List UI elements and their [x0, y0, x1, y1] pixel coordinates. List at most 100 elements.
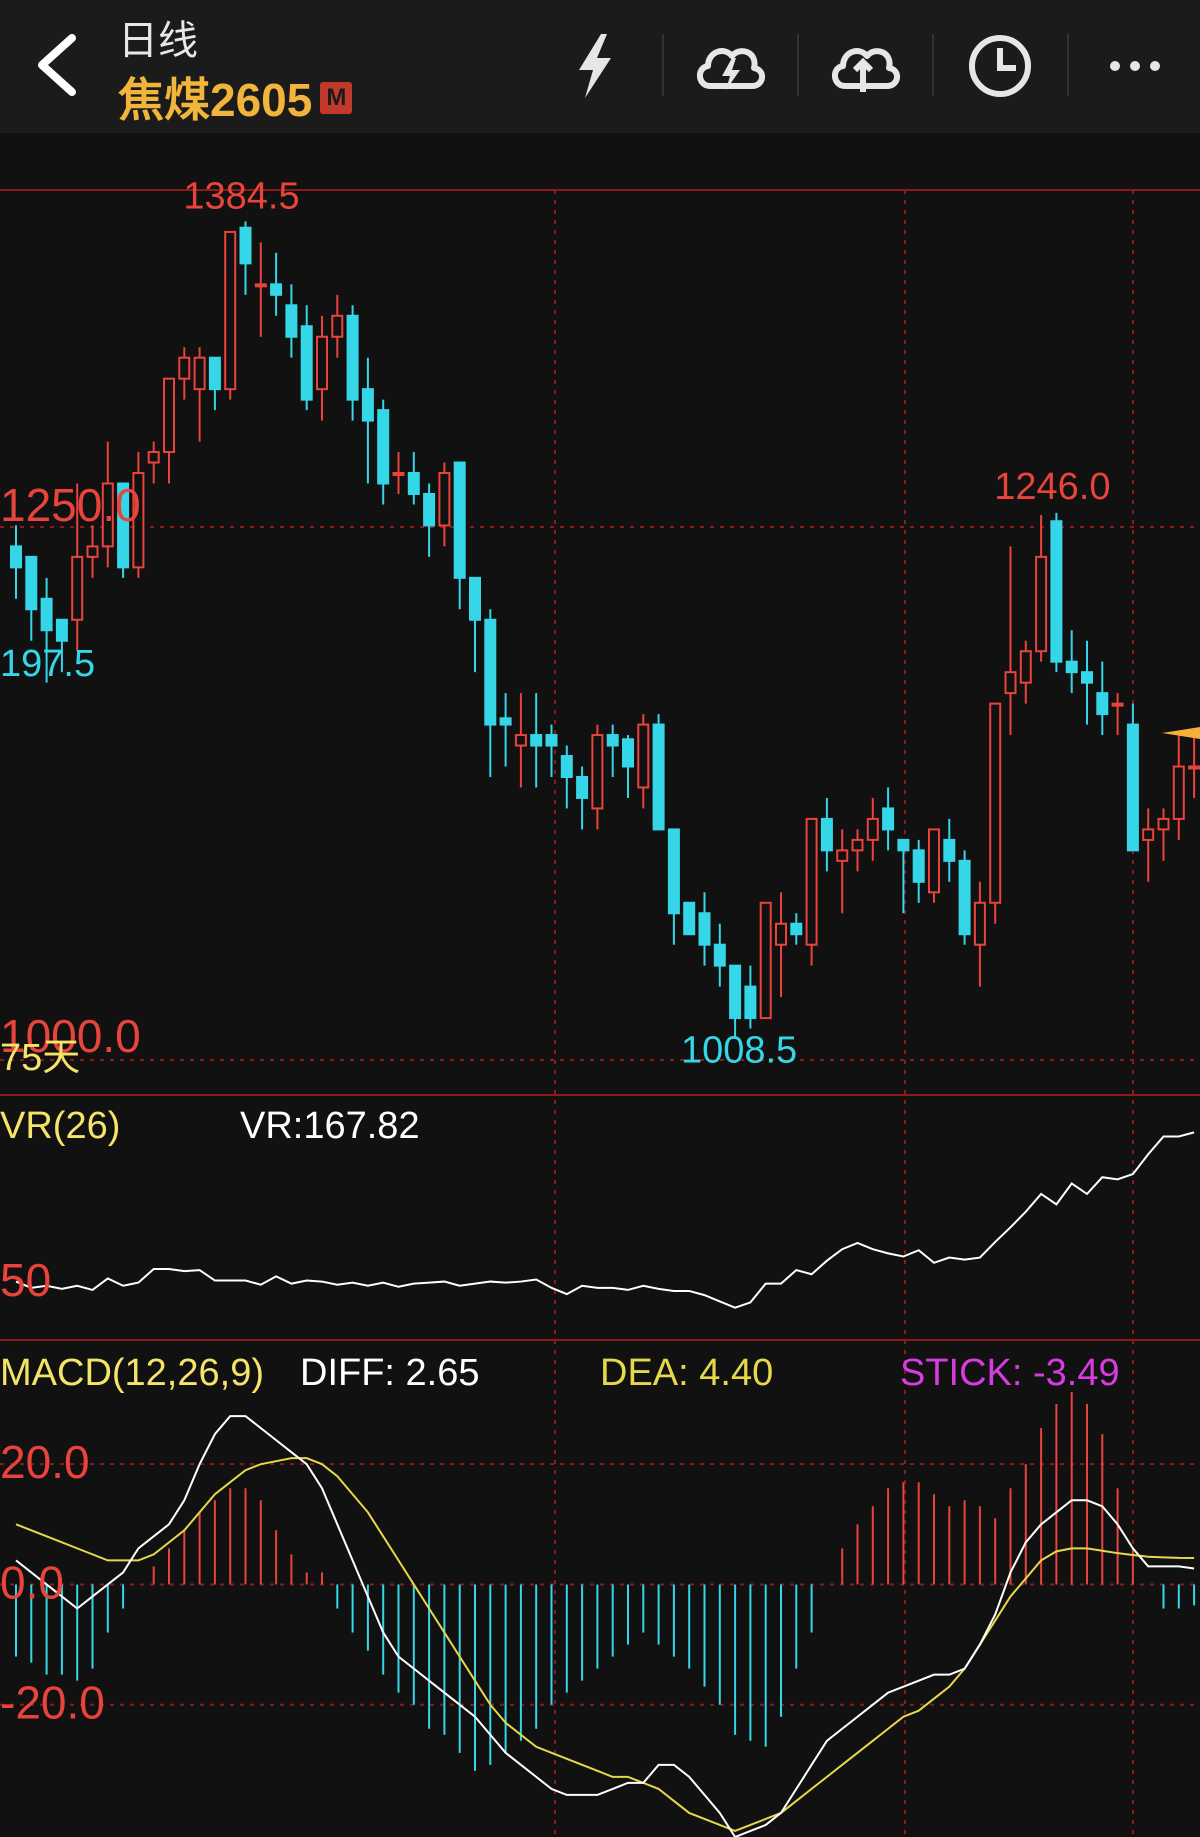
candle	[40, 597, 53, 632]
candle	[683, 901, 696, 936]
candle	[55, 618, 68, 642]
candle	[1188, 765, 1200, 770]
candle	[560, 755, 573, 778]
left-low-label: 197.5	[0, 643, 95, 685]
candle	[285, 304, 298, 338]
candle	[637, 723, 650, 789]
macd-y-tick-label: 20.0	[0, 1436, 90, 1488]
dea-line	[15, 1457, 1195, 1833]
candle	[254, 283, 267, 288]
lightning-icon[interactable]	[555, 28, 635, 104]
toolbar-divider	[662, 34, 664, 96]
candle	[606, 734, 619, 747]
high-price-label: 1384.5	[183, 175, 299, 217]
candle	[1081, 671, 1093, 684]
macd-y-tick-label: 0.0	[0, 1556, 64, 1608]
candle	[469, 576, 481, 621]
candle	[1096, 692, 1109, 716]
candle	[1050, 520, 1063, 663]
candle	[239, 226, 252, 265]
macd-diff-label: DIFF: 2.65	[300, 1352, 480, 1394]
candle	[775, 922, 787, 946]
candle	[652, 723, 665, 831]
candle	[377, 409, 390, 485]
y-tick-label: 1000.0	[0, 1010, 141, 1062]
candle	[667, 828, 680, 915]
candle	[1157, 817, 1170, 831]
candle	[820, 817, 833, 852]
candle	[407, 472, 420, 495]
candle	[1111, 702, 1124, 707]
candle	[86, 545, 99, 558]
vr-title: VR(26)	[0, 1105, 120, 1147]
candle	[943, 838, 956, 862]
candle	[193, 356, 206, 391]
candle	[1172, 765, 1185, 820]
last-price-marker	[1162, 727, 1200, 739]
candle	[392, 472, 405, 477]
back-arrow-icon[interactable]	[28, 30, 88, 100]
candle	[989, 702, 1002, 904]
candle	[973, 901, 986, 946]
vr-value-label: VR:167.82	[240, 1105, 420, 1147]
toolbar-divider	[932, 34, 934, 96]
candle	[270, 283, 283, 296]
candle	[224, 230, 237, 391]
candle	[897, 838, 910, 852]
candle	[331, 314, 344, 338]
candle	[438, 472, 451, 527]
candle	[10, 545, 22, 569]
candle	[499, 717, 512, 726]
candle	[1004, 671, 1017, 695]
low-price-label: 1008.5	[681, 1030, 797, 1072]
candle	[453, 461, 466, 579]
candle	[101, 482, 114, 548]
candle	[346, 314, 359, 401]
candle	[530, 734, 543, 747]
days-label: 75天	[0, 1037, 80, 1079]
toolbar-divider	[797, 34, 799, 96]
candle	[576, 775, 589, 799]
candle	[698, 912, 711, 946]
candle	[208, 356, 221, 391]
symbol-title[interactable]: 焦煤2605 M	[118, 64, 353, 130]
candle	[729, 964, 742, 1020]
candle	[882, 807, 895, 831]
candle	[622, 738, 634, 768]
macd-y-tick-label: -20.0	[0, 1677, 105, 1729]
candle	[928, 828, 940, 894]
more-icon[interactable]	[1095, 28, 1175, 104]
candle	[713, 943, 726, 967]
candle	[836, 849, 849, 862]
clock-icon[interactable]	[960, 28, 1040, 104]
cloud-upload-icon[interactable]	[825, 28, 905, 104]
candle	[1019, 650, 1032, 684]
top-bar: 日线 焦煤2605 M	[0, 0, 1200, 133]
candle	[514, 734, 527, 747]
candle	[117, 482, 130, 569]
candle	[1035, 555, 1048, 653]
candle	[163, 377, 175, 454]
candle	[132, 472, 145, 569]
candle	[591, 734, 604, 810]
candle	[912, 849, 925, 883]
toolbar-divider	[1067, 34, 1069, 96]
candle	[545, 734, 558, 747]
candle	[744, 985, 757, 1020]
period-label: 日线	[118, 19, 198, 63]
symbol-name: 焦煤2605	[118, 74, 313, 126]
candle	[851, 838, 864, 852]
macd-dea-label: DEA: 4.40	[600, 1352, 773, 1394]
diff-line	[15, 1415, 1195, 1837]
candle	[1142, 828, 1155, 841]
vr-y-tick-label: 50	[0, 1254, 51, 1306]
macd-title: MACD(12,26,9)	[0, 1352, 264, 1394]
market-badge: M	[320, 81, 353, 114]
candle	[866, 817, 879, 841]
candle	[790, 922, 803, 936]
candle	[361, 388, 374, 422]
macd-stick-label: STICK: -3.49	[900, 1352, 1120, 1394]
cloud-lightning-icon[interactable]	[690, 28, 770, 104]
candle	[147, 451, 160, 464]
